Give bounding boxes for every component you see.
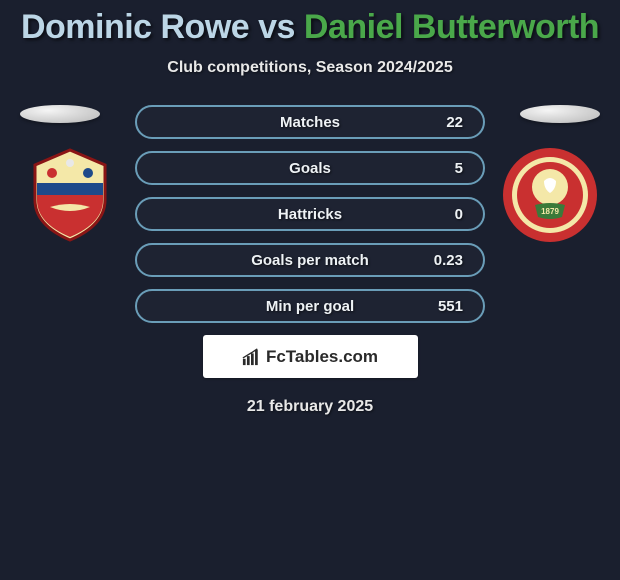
- brand-text: FcTables.com: [266, 347, 378, 367]
- stat-row-hattricks: Hattricks 0: [135, 197, 485, 231]
- stat-row-mpg: Min per goal 551: [135, 289, 485, 323]
- stat-row-matches: Matches 22: [135, 105, 485, 139]
- player-right: Daniel Butterworth: [304, 8, 599, 46]
- vs-text: vs: [258, 8, 295, 46]
- chart-icon: [242, 348, 260, 366]
- brand-box: FcTables.com: [203, 335, 418, 378]
- club-crest-right: 1879: [500, 145, 600, 245]
- stat-label: Goals: [289, 160, 331, 177]
- player-left: Dominic Rowe: [21, 8, 249, 46]
- stat-row-gpm: Goals per match 0.23: [135, 243, 485, 277]
- stat-right-val: 0: [423, 206, 463, 223]
- puck-right-icon: [520, 105, 600, 123]
- date-text: 21 february 2025: [0, 398, 620, 416]
- stat-label: Min per goal: [266, 298, 354, 315]
- stat-right-val: 551: [423, 298, 463, 315]
- stat-rows: Matches 22 Goals 5 Hattricks 0 Goals per…: [135, 105, 485, 323]
- subtitle: Club competitions, Season 2024/2025: [0, 59, 620, 77]
- puck-left-icon: [20, 105, 100, 123]
- page-title: Dominic Rowe vs Daniel Butterworth: [0, 0, 620, 47]
- club-crest-left: [20, 145, 120, 245]
- stat-label: Matches: [280, 114, 340, 131]
- stats-area: 1879 Matches 22 Goals 5 Hattricks 0 Goal…: [0, 105, 620, 416]
- stat-label: Goals per match: [251, 252, 369, 269]
- stat-right-val: 22: [423, 114, 463, 131]
- stat-right-val: 5: [423, 160, 463, 177]
- stat-row-goals: Goals 5: [135, 151, 485, 185]
- stat-right-val: 0.23: [423, 252, 463, 269]
- svg-text:1879: 1879: [541, 207, 559, 216]
- stat-label: Hattricks: [278, 206, 342, 223]
